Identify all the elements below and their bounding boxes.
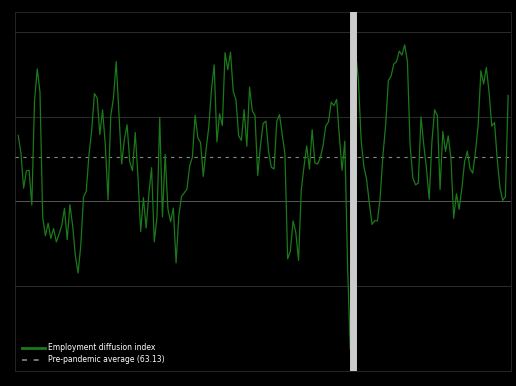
Legend: Employment diffusion index, Pre-pandemic average (63.13): Employment diffusion index, Pre-pandemic… — [19, 341, 167, 367]
